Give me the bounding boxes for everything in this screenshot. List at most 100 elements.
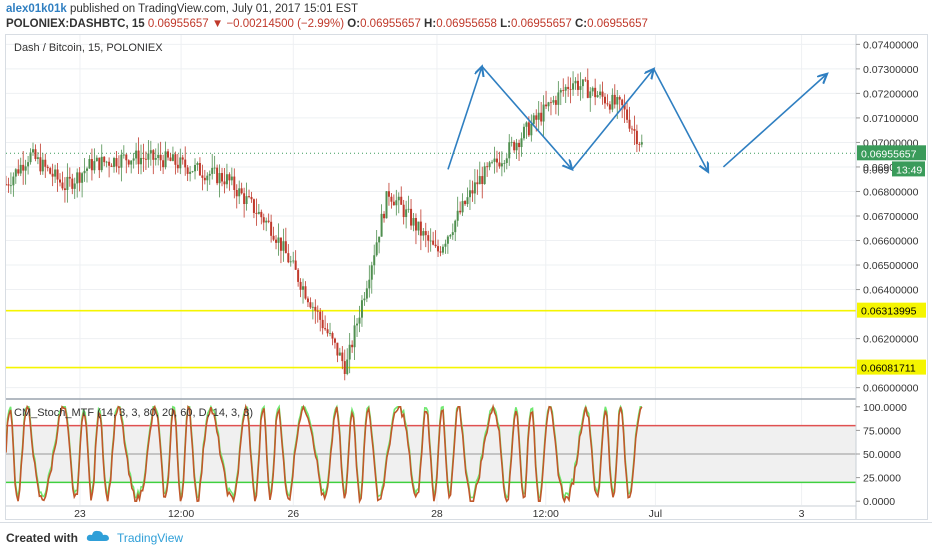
price-tick-label: 0.06700000 [863,211,919,223]
candle-body [324,328,327,330]
candle-body [449,235,452,237]
candle-body [473,182,476,194]
chart-svg[interactable]: 0.07400000 0.07300000 0.07200000 0.07100000… [5,35,927,520]
candle-body [88,159,91,169]
candle-body [306,298,309,303]
candle-body [171,154,174,161]
level-badge [857,359,926,375]
candle-body [59,179,62,183]
candle-body [638,144,641,145]
candle-body [39,157,42,172]
tradingview-logo[interactable]: TradingView [117,531,184,545]
price-badge [892,161,925,177]
stoch-tick-label: 0.0000 [863,496,895,508]
time-tick-label: 3 [799,508,805,519]
candle-body [12,176,15,186]
horizontal-lines [6,152,856,369]
candle-body [476,182,479,185]
time-tick-label: 23 [74,508,86,519]
candle-body [287,253,290,263]
candle-body [46,166,49,169]
candle-body [360,300,363,318]
candle-body [343,361,346,374]
publish-text: published on TradingView.com, July 01, 2… [69,3,359,15]
stoch-tick-label: 25.0000 [863,473,901,485]
candle-body [628,119,631,129]
candle-body [375,242,378,256]
candle-body [279,237,282,251]
candle-body [44,159,47,167]
candle-body [373,255,376,266]
candle-body [410,208,413,226]
candle-body [520,138,523,148]
price-change: −0.00214500 (−2.99%) [226,18,345,30]
price-tick-label: 0.06500000 [863,260,919,272]
candle-body [34,149,37,159]
level-badge-label: 0.06081711 [861,363,916,375]
candle-body [400,196,403,205]
candle-body [164,151,167,168]
author-link[interactable]: alex01k01k [6,3,67,15]
candle-body [461,201,464,213]
candle-body [363,298,366,301]
candle-body [66,176,69,190]
candle-body [522,126,525,139]
trend-arrow [652,68,708,172]
chart-area[interactable]: 0.07400000 0.07300000 0.07200000 0.07100000… [5,34,928,520]
candle-body [108,161,111,166]
candle-body [380,213,383,237]
price-axis[interactable]: 0.07400000 0.07300000 0.07200000 0.07100000… [855,35,926,519]
candle-body [346,359,349,374]
candle-body [527,122,530,136]
candle-body [22,164,25,171]
price-tick-partial: 0.069 [863,164,889,176]
low-label: L: [500,18,512,30]
candle-body [221,173,224,182]
candle-body [9,185,12,187]
candle-body [294,260,297,270]
candle-body [464,201,467,205]
trend-arrow [447,66,482,170]
price-tick-label: 0.07200000 [863,88,919,100]
candle-body [557,92,560,105]
candle-body [252,199,255,213]
candle-body [19,164,22,174]
candle-body [451,232,454,236]
candle-body [29,152,32,163]
candle-body [500,163,503,167]
close-value: 0.06955657 [587,18,648,30]
candle-body [147,153,150,160]
candle-body [417,221,420,231]
candle-body [626,109,629,120]
candle-body [427,235,430,241]
candle-body [618,97,621,100]
trend-arrow [722,74,827,168]
candle-body [68,176,71,179]
candle-body [238,188,241,197]
candle-body [549,102,552,104]
annotation-arrows[interactable] [447,66,827,172]
candle-body [194,164,197,172]
close-label: C: [574,18,588,30]
candle-body [113,158,116,167]
candle-body [198,163,201,176]
candle-body [505,158,508,163]
footer: Created with TradingView [0,522,932,551]
candle-body [265,220,268,223]
candle-body [137,150,140,165]
candle-body [608,104,611,110]
candle-body [341,352,344,362]
candle-body [76,172,79,184]
candle-body [437,246,440,252]
time-axis[interactable]: 23 12:00 26 28 12:00 Jul 3 [6,505,856,520]
candle-body [24,166,27,171]
candle-body [591,87,594,92]
candle-body [240,188,243,194]
candle-body [302,286,305,290]
candle-body [73,183,76,189]
candle-body [245,196,248,205]
candle-body [270,221,273,236]
candle-body [110,165,113,167]
stoch-tick-label: 50.0000 [863,449,901,461]
candle-body [407,208,410,210]
